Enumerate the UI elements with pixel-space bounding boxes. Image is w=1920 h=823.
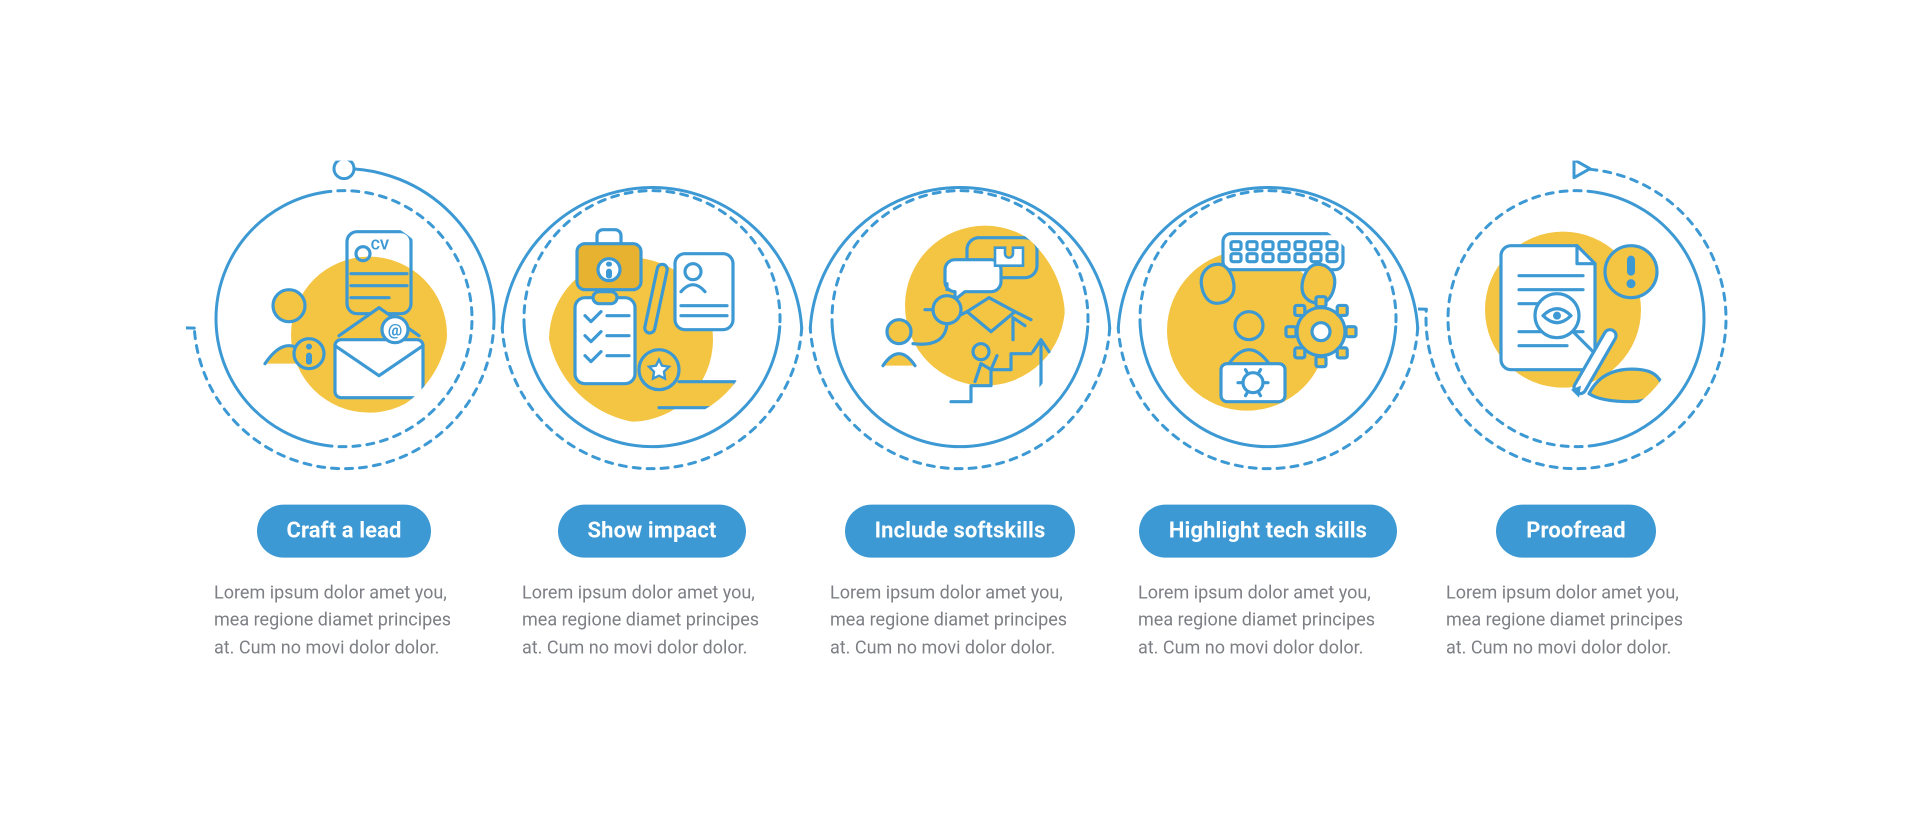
step-show-impact: Show impact Lorem ipsum dolor amet you, … bbox=[494, 160, 810, 663]
label-pill-show-impact: Show impact bbox=[558, 504, 747, 557]
label-pill-proofread: Proofread bbox=[1496, 504, 1655, 557]
ring-include-softskills bbox=[802, 160, 1118, 476]
desc-show-impact: Lorem ipsum dolor amet you, mea regione … bbox=[522, 579, 782, 663]
ring-highlight-tech-skills bbox=[1110, 160, 1426, 476]
step-include-softskills: Include softskills Lorem ipsum dolor ame… bbox=[802, 160, 1118, 663]
desc-include-softskills: Lorem ipsum dolor amet you, mea regione … bbox=[830, 579, 1090, 663]
svg-text:CV: CV bbox=[371, 237, 390, 253]
desc-craft-a-lead: Lorem ipsum dolor amet you, mea regione … bbox=[214, 579, 474, 663]
step-proofread: Proofread Lorem ipsum dolor amet you, me… bbox=[1418, 160, 1734, 663]
icon-doc-magnifier-pen-alert bbox=[1471, 213, 1681, 423]
icon-handshake-idea-steps bbox=[855, 213, 1065, 423]
label-pill-highlight-tech-skills: Highlight tech skills bbox=[1139, 504, 1397, 557]
icon-keyboard-gear-laptop bbox=[1163, 213, 1373, 423]
label-pill-include-softskills: Include softskills bbox=[845, 504, 1076, 557]
ring-proofread bbox=[1418, 160, 1734, 476]
icon-briefcase-checklist-profile bbox=[547, 213, 757, 423]
step-highlight-tech-skills: Highlight tech skills Lorem ipsum dolor … bbox=[1110, 160, 1426, 663]
ring-craft-a-lead: CV @ bbox=[186, 160, 502, 476]
ring-show-impact bbox=[494, 160, 810, 476]
icon-cv-person-envelope: CV @ bbox=[239, 213, 449, 423]
label-pill-craft-a-lead: Craft a lead bbox=[257, 504, 432, 557]
desc-proofread: Lorem ipsum dolor amet you, mea regione … bbox=[1446, 579, 1706, 663]
desc-highlight-tech-skills: Lorem ipsum dolor amet you, mea regione … bbox=[1138, 579, 1398, 663]
svg-text:@: @ bbox=[388, 320, 402, 339]
infographic-row: CV @ Craft a lead Lorem ipsum dolor amet… bbox=[186, 160, 1734, 663]
step-craft-a-lead: CV @ Craft a lead Lorem ipsum dolor amet… bbox=[186, 160, 502, 663]
